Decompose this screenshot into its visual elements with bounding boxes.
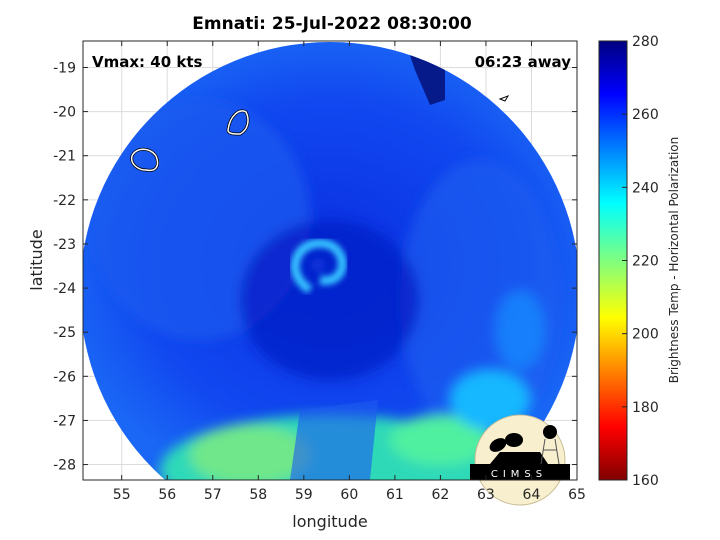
colorbar-ticks: 280 260 240 220 200 180 160 bbox=[622, 34, 659, 489]
colorbar-tick-label: 220 bbox=[632, 254, 659, 270]
x-tick-label: 60 bbox=[340, 487, 358, 503]
x-tick-label: 61 bbox=[386, 487, 404, 503]
x-tick-label: 63 bbox=[477, 487, 495, 503]
time-offset-annotation: 06:23 away bbox=[475, 53, 572, 71]
axis-ticks: 55 56 57 58 59 60 61 62 63 64 65 -19 -20 -21 -22 -23 -24… bbox=[53, 41, 586, 503]
y-tick-label: -22 bbox=[53, 193, 76, 209]
x-tick-label: 59 bbox=[295, 487, 313, 503]
chart-title: Emnati: 25-Jul-2022 08:30:00 bbox=[192, 14, 472, 34]
y-tick-label: -27 bbox=[53, 413, 76, 429]
y-tick-label: -24 bbox=[53, 281, 76, 297]
x-tick-label: 55 bbox=[113, 487, 131, 503]
cimss-logo: CIMSS bbox=[470, 414, 570, 506]
x-tick-label: 62 bbox=[431, 487, 449, 503]
x-axis-label: longitude bbox=[292, 512, 367, 531]
x-tick-label: 65 bbox=[568, 487, 586, 503]
x-tick-label: 64 bbox=[523, 487, 541, 503]
colorbar-tick-label: 280 bbox=[632, 34, 659, 50]
y-tick-label: -21 bbox=[53, 149, 76, 165]
colorbar-label: Brightness Temp - Horizontal Polarizatio… bbox=[667, 137, 681, 384]
y-tick-label: -25 bbox=[53, 325, 76, 341]
colorbar-tick-label: 180 bbox=[632, 400, 659, 416]
colorbar-tick-label: 200 bbox=[632, 327, 659, 343]
logo-text: CIMSS bbox=[491, 469, 547, 480]
plot-frame bbox=[82, 40, 578, 481]
y-tick-label: -26 bbox=[53, 369, 76, 385]
y-axis-label: latitude bbox=[27, 229, 46, 290]
y-tick-label: -20 bbox=[53, 105, 76, 121]
x-tick-label: 56 bbox=[158, 487, 176, 503]
brightness-temp-swath bbox=[83, 42, 577, 480]
y-tick-label: -28 bbox=[53, 458, 76, 474]
colorbar-tick-label: 160 bbox=[632, 473, 659, 489]
colorbar-tick-label: 260 bbox=[632, 107, 659, 123]
x-tick-label: 57 bbox=[204, 487, 222, 503]
colorbar-tick-label: 240 bbox=[632, 180, 659, 196]
y-tick-label: -19 bbox=[53, 60, 76, 76]
x-tick-label: 58 bbox=[249, 487, 267, 503]
y-tick-label: -23 bbox=[53, 237, 76, 253]
vmax-annotation: Vmax: 40 kts bbox=[92, 53, 202, 71]
